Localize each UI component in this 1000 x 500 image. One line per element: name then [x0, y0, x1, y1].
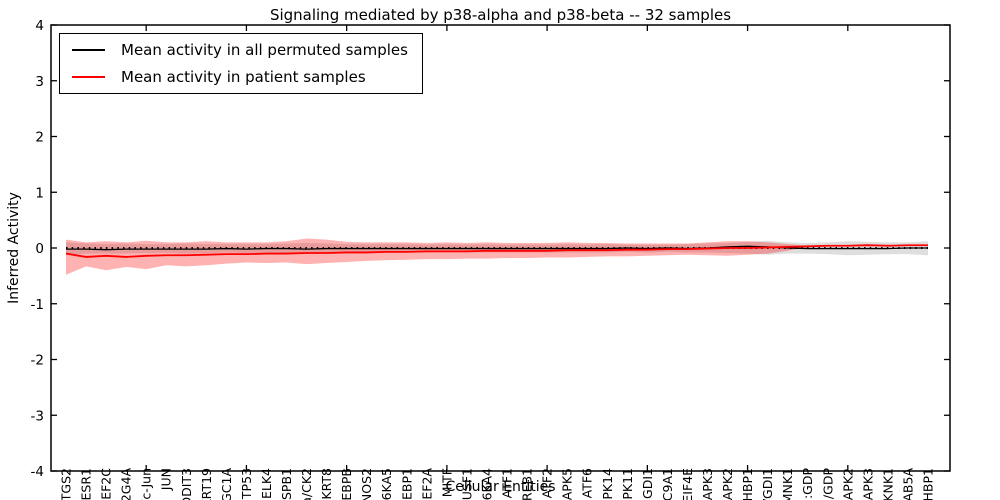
x-tick-label: EIF4E — [680, 468, 695, 500]
legend-label: Mean activity in patient samples — [121, 68, 366, 86]
x-tick-label: RPS6KA4 — [479, 468, 494, 500]
x-tick-label: ATF1 — [500, 468, 515, 498]
x-axis-label: Cellular Entities — [445, 479, 556, 495]
y-tick-label: -1 — [31, 297, 44, 313]
x-tick-label: HBP1 — [921, 468, 936, 500]
x-tick-label: RAB5A — [900, 468, 915, 500]
x-tick-label: p38alpha-beta/MAPKAPK2 — [720, 468, 735, 500]
x-tick-label: JUN — [159, 468, 174, 491]
x-tick-label: MEF2A — [419, 468, 434, 500]
x-tick-label: CEBPB — [339, 468, 354, 500]
legend-item-permuted: Mean activity in all permuted samples — [72, 41, 408, 59]
x-tick-label: MAPKAPK3 — [860, 468, 875, 500]
y-tick-label: 0 — [35, 241, 44, 257]
x-tick-label: MAPK14 — [600, 468, 615, 500]
x-tick-label: RAB5/GDP — [820, 468, 835, 500]
legend-line-sample-black — [72, 49, 105, 51]
x-tick-label: MAPK11 — [620, 468, 635, 500]
x-tick-label: DDIT3 — [179, 468, 194, 500]
legend-label: Mean activity in all permuted samples — [121, 41, 408, 59]
legend-item-patient: Mean activity in patient samples — [72, 68, 408, 86]
x-tick-label: CREB1 — [520, 468, 535, 500]
chart-title: Signaling mediated by p38-alpha and p38-… — [269, 6, 732, 24]
x-tick-label: HSPB1 — [279, 468, 294, 500]
x-tick-label: p38alpha-beta/MNK1 — [780, 468, 795, 500]
y-tick-label: -4 — [31, 464, 44, 480]
y-tick-label: 1 — [35, 185, 44, 201]
x-tick-label: PLA2G4A — [119, 468, 134, 500]
y-tick-label: -2 — [31, 353, 44, 369]
y-tick-label: 3 — [35, 74, 44, 90]
x-tick-label: MAPKAPK5 — [560, 468, 575, 500]
x-tick-label: MEF2C — [99, 468, 114, 500]
x-tick-label: MKNK1 — [880, 468, 895, 500]
legend: Mean activity in all permuted samples Me… — [59, 33, 423, 94]
x-tick-label: p38alpha-beta/HBP1 — [740, 468, 755, 500]
x-tick-label: RPS6KA5 — [379, 468, 394, 500]
x-tick-label: ESR1 — [79, 468, 94, 500]
x-tick-label: MAPKAPK2 — [840, 468, 855, 500]
y-tick-label: -3 — [31, 408, 44, 424]
x-tick-label: KRT8 — [319, 468, 334, 500]
x-tick-label: PTGS2 — [59, 468, 74, 500]
x-tick-label: RAB5/GDP/GDI1 — [760, 468, 775, 500]
x-tick-label: MITF — [439, 468, 454, 497]
x-tick-label: p38alpha-beta/MAPKAPK3 — [700, 468, 715, 500]
x-tick-label: p38alpha-beta/CK2 — [299, 468, 314, 500]
x-tick-label: ATF6 — [580, 468, 595, 498]
x-tick-label: USF1 — [459, 468, 474, 500]
x-tick-label: KRT19 — [199, 468, 214, 500]
y-tick-label: 2 — [35, 130, 44, 146]
x-tick-label: NOS2 — [359, 468, 374, 500]
x-tick-label: ATF2/c-Jun — [139, 468, 154, 500]
x-tick-label: TP53 — [239, 468, 254, 500]
x-tick-label: ATF2 — [540, 468, 555, 498]
y-tick-label: 4 — [35, 18, 44, 34]
x-tick-label: EIF4EBP1 — [399, 468, 414, 500]
x-tick-label: mol:GDP — [800, 468, 815, 500]
legend-line-sample-red — [72, 76, 105, 78]
x-tick-label: GDI1 — [640, 468, 655, 499]
x-tick-label: SLC9A1 — [660, 468, 675, 500]
y-axis-label: Inferred Activity — [6, 192, 22, 304]
patient-mean-line — [65, 244, 928, 258]
x-tick-label: PPARGC1A — [219, 468, 234, 500]
x-tick-label: ELK4 — [259, 468, 274, 499]
